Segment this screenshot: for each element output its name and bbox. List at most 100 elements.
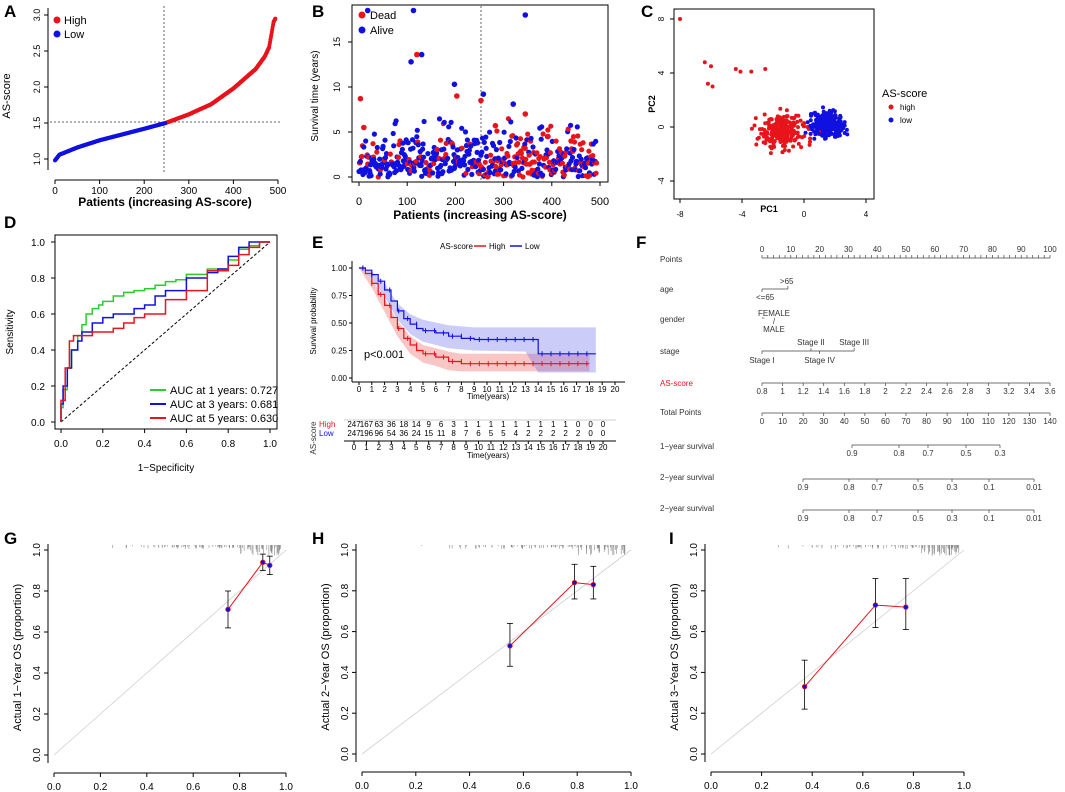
e-risk-high-cell: 3	[451, 420, 456, 429]
c-point-high	[795, 119, 800, 124]
f-totalpoints-tick-label: 40	[840, 417, 849, 426]
d-x-ticks: 0.0 0.2 0.4 0.6 0.8 1.0	[54, 429, 277, 450]
cal-i-x-tick-label: 1.0	[957, 781, 971, 792]
b-point-dead	[359, 153, 365, 160]
b-point-dead	[357, 95, 364, 102]
cal-g-y-tick-label: 0.8	[32, 584, 43, 598]
b-point-alive	[475, 140, 481, 146]
c-point-high	[775, 118, 779, 123]
f-row-label: gender	[660, 315, 685, 324]
b-point-dead	[515, 141, 521, 147]
b-point-dead	[548, 123, 554, 129]
f-surv2b-tick-label: 0.8	[843, 514, 855, 523]
e-risk-x-tick-label: 9	[464, 443, 469, 452]
c-y-label: PC2	[647, 95, 657, 113]
b-point-dead	[562, 153, 568, 159]
e-risk-high-cell: 63	[374, 420, 383, 429]
e-risk-y-label: AS-score	[309, 421, 318, 454]
cal-g-point	[260, 559, 266, 565]
c-point-high	[766, 126, 771, 131]
f-points-tick-label: 80	[988, 245, 997, 254]
e-risk-high-cell: 0	[601, 420, 606, 429]
b-point-alive	[382, 137, 388, 143]
a-x-tick-label: 0	[52, 186, 58, 197]
b-point-alive	[451, 81, 458, 88]
b-point-alive	[577, 168, 583, 174]
e-risk-x-tick-label: 3	[389, 443, 394, 452]
b-point-alive	[535, 166, 541, 172]
d-roc-line-5yr	[60, 241, 270, 422]
b-point-dead	[561, 172, 567, 178]
b-point-alive	[418, 162, 424, 169]
b-point-dead	[523, 156, 529, 162]
b-point-alive	[363, 138, 369, 144]
b-point-alive	[371, 131, 377, 137]
cal-g-x-tick-label: 0.8	[233, 782, 247, 792]
cal-h-x-tick-label: 1.0	[624, 781, 638, 792]
e-risk-x-label: Time(years)	[467, 451, 510, 460]
e-risk-high-cell: 1	[476, 420, 481, 429]
f-totalpoints-tick-label: 100	[961, 417, 975, 426]
e-risk-low-cell: 6	[476, 429, 481, 438]
e-risk-low-cell: 24	[412, 429, 421, 438]
panel-label-e: E	[312, 233, 323, 252]
cal-h-y-tick-label: 0.0	[340, 747, 351, 761]
b-x-tick-label: 200	[446, 196, 464, 208]
b-point-dead	[526, 152, 532, 158]
e-risk-low-cell: 2	[563, 429, 568, 438]
e-risk-low-cell: 7	[464, 429, 469, 438]
c-point-high	[808, 136, 813, 141]
b-point-dead	[499, 146, 505, 152]
a-legend-low-marker	[53, 30, 61, 38]
e-x-tick-label: 4	[408, 385, 413, 394]
e-risk-high-cell: 18	[399, 420, 408, 429]
e-x-tick-label: 8	[459, 385, 464, 394]
e-risk-x-tick-label: 7	[439, 443, 444, 452]
cal-i-y-tick-label: 1.0	[689, 543, 700, 557]
cal-h-y-tick-label: 0.2	[340, 706, 351, 720]
b-point-dead	[520, 174, 526, 180]
b-point-dead	[570, 134, 577, 140]
e-risk-low-cell: 8	[451, 429, 456, 438]
f-asscore-tick-label: 3.2	[1003, 387, 1015, 396]
b-point-dead	[580, 140, 586, 146]
c-point-low	[815, 112, 820, 117]
e-x-tick-label: 18	[585, 385, 594, 394]
e-risk-low-cell: 5	[489, 429, 494, 438]
f-surv2a-tick-label: 0.5	[912, 483, 924, 492]
b-point-dead	[586, 148, 592, 154]
b-point-alive	[418, 51, 425, 58]
c-point-high	[783, 144, 787, 148]
b-point-alive	[420, 146, 426, 152]
f-asscore-tick-label: 3.6	[1044, 387, 1056, 396]
b-point-alive	[440, 169, 446, 175]
f-surv2b-tick-label: 0.1	[983, 514, 995, 523]
c-point-high	[710, 84, 715, 89]
e-risk-x-tick-label: 5	[414, 443, 419, 452]
f-row-label: Total Points	[660, 408, 701, 417]
b-point-alive	[421, 154, 427, 160]
d-y-tick-label: 0.6	[31, 310, 45, 321]
c-point-low	[823, 134, 828, 139]
c-point-low	[809, 124, 814, 129]
e-risk-high-cell: 0	[576, 420, 581, 429]
f-totalpoints-tick-label: 130	[1023, 417, 1037, 426]
b-point-alive	[420, 141, 426, 147]
f-asscore-tick-label: 1.2	[798, 387, 810, 396]
c-point-high	[705, 81, 710, 86]
b-point-alive	[442, 161, 448, 167]
c-point-high	[757, 127, 762, 132]
f-surv1-tick-label: 0.7	[922, 449, 934, 458]
c-point-high	[788, 122, 793, 127]
c-point-low	[832, 132, 837, 137]
f-gender-label-female: FEMALE	[758, 309, 790, 318]
f-totalpoints-tick-label: 0	[760, 417, 765, 426]
b-point-dead	[594, 160, 600, 166]
e-risk-high-label: High	[319, 420, 335, 429]
b-point-dead	[431, 161, 437, 167]
cal-i-y-tick-label: 0.0	[689, 747, 700, 761]
b-point-alive	[538, 136, 544, 142]
c-point-low	[814, 126, 819, 130]
